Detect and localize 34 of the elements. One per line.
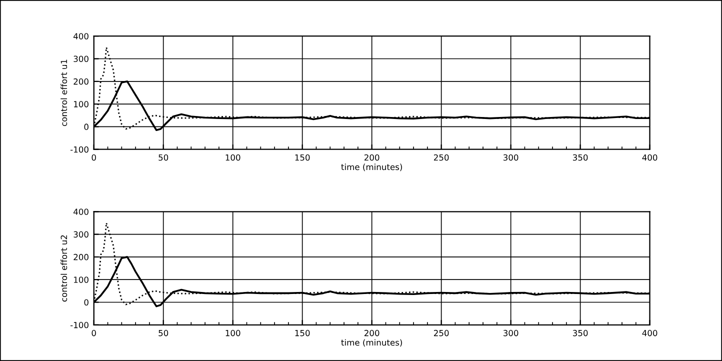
x-tick-label: 250	[434, 154, 449, 161]
x-axis-title: time (minutes)	[341, 164, 402, 172]
y-tick-label: 300	[74, 231, 88, 238]
y-tick-label: 100	[74, 101, 88, 108]
x-tick-label: 150	[295, 154, 310, 161]
y-tick-label: 200	[74, 254, 88, 260]
x-tick-label: 200	[364, 330, 380, 336]
x-tick-label: 400	[642, 154, 658, 161]
x-tick-label: 250	[434, 330, 449, 336]
y-tick-label: 0	[84, 299, 88, 306]
x-tick-label: 100	[226, 330, 240, 336]
x-tick-label: 0	[92, 154, 96, 161]
x-tick-label: 0	[92, 330, 96, 336]
x-tick-label: 300	[503, 154, 518, 161]
y-tick-label: -100	[70, 146, 88, 153]
x-tick-label: 350	[572, 330, 588, 336]
x-tick-label: 300	[503, 330, 518, 336]
x-tick-label: 50	[158, 330, 168, 336]
y-tick-label: 200	[74, 78, 88, 85]
y-axis-title: control effort u2	[60, 235, 68, 302]
x-tick-label: 350	[572, 154, 588, 161]
y-axis-title: control effort u1	[60, 60, 68, 126]
y-tick-label: -100	[70, 322, 88, 328]
x-axis-title: time (minutes)	[341, 339, 402, 347]
x-tick-label: 150	[295, 330, 310, 336]
x-tick-label: 100	[226, 154, 240, 161]
y-tick-label: 400	[74, 33, 88, 40]
y-tick-label: 400	[74, 208, 88, 215]
x-tick-label: 50	[158, 154, 168, 161]
y-tick-label: 100	[74, 276, 88, 283]
x-tick-label: 200	[364, 154, 380, 161]
x-tick-label: 400	[642, 330, 658, 336]
y-tick-label: 0	[84, 124, 88, 130]
y-tick-label: 300	[74, 56, 88, 62]
